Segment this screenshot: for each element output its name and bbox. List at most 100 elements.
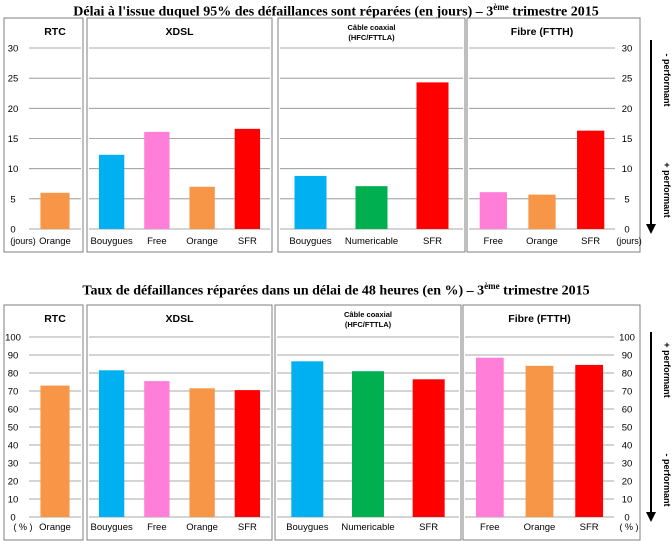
top-right-tick-label: 30	[622, 44, 633, 55]
bottom-left-tick-label: 90	[8, 351, 19, 362]
bottom-bar	[144, 381, 170, 517]
bottom-bar	[575, 364, 604, 517]
top-category-label: Numericable	[345, 236, 398, 247]
top-right-tick-label: 25	[622, 74, 633, 85]
top-category-label: SFR	[423, 236, 442, 247]
bottom-left-tick-label: 10	[8, 495, 19, 506]
top-left-tick-label: 15	[8, 134, 19, 145]
top-side-label-upper: - performant	[662, 53, 672, 106]
bottom-left-tick-label: 0	[10, 513, 15, 524]
top-right-tick-label: 15	[622, 134, 633, 145]
top-category-label: Bouygues	[90, 236, 133, 247]
top-bar	[294, 175, 327, 229]
bottom-side-label-upper: + performant	[662, 342, 672, 397]
bottom-unit-label-left: ( % )	[14, 522, 33, 532]
top-panel-title: XDSL	[165, 26, 194, 38]
bottom-bar	[234, 390, 261, 517]
bottom-bar	[291, 361, 324, 517]
bottom-category-label: Bouygues	[90, 522, 133, 533]
bottom-bar	[352, 371, 384, 517]
top-right-tick-label: 5	[624, 194, 629, 205]
top-unit-label-left: (jours)	[10, 236, 36, 246]
top-category-label: Orange	[526, 236, 558, 247]
top-bar	[98, 154, 125, 229]
top-bar	[479, 192, 507, 229]
bottom-left-tick-label: 100	[5, 333, 21, 344]
top-bar	[40, 192, 70, 229]
top-left-tick-label: 25	[8, 74, 19, 85]
top-left-tick-label: 0	[10, 225, 15, 236]
top-left-tick-label: 20	[8, 104, 19, 115]
top-bar	[416, 82, 449, 229]
top-bar	[189, 186, 215, 229]
bottom-panel-title: RTC	[44, 313, 66, 325]
bottom-category-label: SFR	[580, 522, 599, 533]
top-panel-title: Fibre (FTTH)	[511, 26, 573, 38]
bottom-category-label: Free	[480, 522, 500, 533]
bottom-category-label: SFR	[419, 522, 438, 533]
top-panel-title: RTC	[44, 26, 66, 38]
top-right-tick-label: 20	[622, 104, 633, 115]
bottom-right-tick-label: 50	[622, 423, 633, 434]
top-left-tick-label: 30	[8, 44, 19, 55]
top-category-label: Orange	[186, 236, 218, 247]
bottom-bar	[40, 385, 70, 517]
bottom-bar	[98, 370, 125, 517]
bottom-panel-title: Câble coaxial	[344, 310, 392, 319]
bottom-left-tick-label: 80	[8, 369, 19, 380]
top-category-label: SFR	[581, 236, 600, 247]
top-panel-title: Câble coaxial	[348, 23, 396, 32]
top-performance-arrowhead	[646, 224, 656, 234]
bottom-right-tick-label: 100	[619, 333, 635, 344]
bottom-category-label: Numericable	[341, 522, 394, 533]
top-category-label: Free	[484, 236, 504, 247]
bottom-right-tick-label: 90	[622, 351, 633, 362]
top-bar	[234, 128, 261, 229]
bottom-right-tick-label: 20	[622, 477, 633, 488]
bottom-right-tick-label: 10	[622, 495, 633, 506]
bottom-bar	[412, 379, 445, 517]
bottom-left-tick-label: 20	[8, 477, 19, 488]
top-left-tick-label: 10	[8, 164, 19, 175]
bottom-left-tick-label: 70	[8, 387, 19, 398]
top-bar	[355, 186, 388, 229]
bottom-panel-subtitle: (HFC/FTTLA)	[345, 320, 392, 329]
top-right-tick-label: 10	[622, 164, 633, 175]
bottom-category-label: Orange	[39, 522, 71, 533]
top-category-label: SFR	[238, 236, 257, 247]
top-category-label: Free	[147, 236, 167, 247]
bottom-unit-label-right: ( % )	[620, 522, 639, 532]
bottom-right-tick-label: 60	[622, 405, 633, 416]
top-left-tick-label: 5	[10, 194, 15, 205]
top-bar	[577, 130, 605, 229]
bottom-category-label: Free	[147, 522, 167, 533]
bottom-left-tick-label: 40	[8, 441, 19, 452]
bottom-category-label: Orange	[186, 522, 218, 533]
bottom-right-tick-label: 0	[624, 513, 629, 524]
bottom-right-tick-label: 30	[622, 459, 633, 470]
top-category-label: Bouygues	[289, 236, 332, 247]
bottom-right-tick-label: 80	[622, 369, 633, 380]
bottom-right-tick-label: 70	[622, 387, 633, 398]
bottom-right-tick-label: 40	[622, 441, 633, 452]
top-bar	[144, 131, 170, 229]
bottom-panel-title: XDSL	[165, 313, 194, 325]
bottom-bar	[525, 365, 554, 517]
top-unit-label-right: (jours)	[616, 236, 642, 246]
bottom-side-label-lower: - performant	[662, 453, 672, 506]
bottom-performance-arrowhead	[646, 512, 656, 522]
bottom-bar	[189, 388, 215, 517]
bottom-panel-title: Fibre (FTTH)	[508, 313, 570, 325]
bottom-category-label: Orange	[524, 522, 556, 533]
top-category-label: Orange	[39, 236, 71, 247]
top-side-label-lower: + performant	[662, 162, 672, 217]
top-bar	[528, 194, 556, 229]
top-right-tick-label: 0	[624, 225, 629, 236]
top-chart-title: Délai à l'issue duquel 95% des défaillan…	[73, 2, 599, 20]
bottom-chart-title: Taux de défaillances réparées dans un dé…	[82, 281, 590, 299]
bottom-left-tick-label: 50	[8, 423, 19, 434]
bottom-category-label: SFR	[238, 522, 257, 533]
bottom-left-tick-label: 30	[8, 459, 19, 470]
top-panel-subtitle: (HFC/FTTLA)	[348, 33, 395, 42]
